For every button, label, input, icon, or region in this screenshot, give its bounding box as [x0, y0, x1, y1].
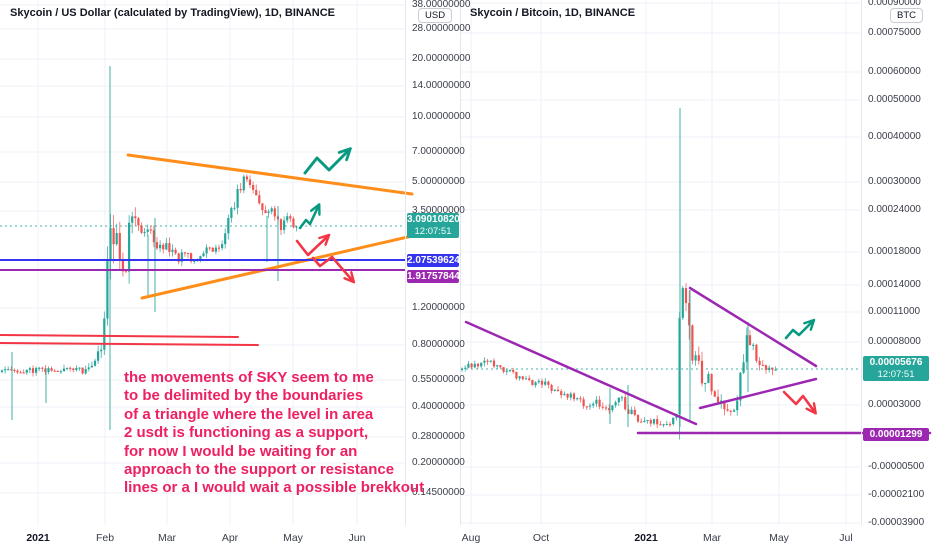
right-chart-pane[interactable] [461, 0, 860, 525]
y-axis-tick: 38.00000000 [412, 0, 471, 10]
y-axis-tick: 0.00011000 [868, 306, 921, 317]
current-price-label: 0.00005676 12:07:51 [863, 356, 929, 381]
y-axis-tick: 0.00090000 [868, 0, 921, 8]
y-axis-tick: 28.00000000 [412, 23, 471, 34]
y-axis-tick: -0.00002100 [868, 489, 925, 500]
annotation-line: to be delimited by the boundaries [124, 387, 364, 405]
left-chart-title: Skycoin / US Dollar (calculated by Tradi… [10, 7, 335, 19]
x-axis-tick: Jun [348, 532, 366, 544]
breakout-up-scenario-arrow[interactable] [303, 151, 348, 175]
grid-lines [0, 0, 405, 525]
annotation-line: for now I would be waiting for an [124, 442, 358, 460]
y-axis-tick: 1.20000000 [412, 302, 465, 313]
candles-series [0, 66, 298, 430]
y-axis-tick: -0.00003900 [868, 517, 925, 528]
red-resistance-line-lower[interactable] [0, 342, 259, 346]
y-axis-tick: 0.00075000 [868, 27, 921, 38]
annotation-line: of a triangle where the level in area [124, 405, 374, 423]
grid-lines [461, 0, 860, 525]
y-axis-tick: 0.00018000 [868, 246, 921, 257]
y-axis-tick: 0.00014000 [868, 279, 921, 290]
candles-series [460, 108, 777, 440]
triangle-resistance-line[interactable] [126, 153, 414, 196]
triangle-support-line[interactable] [140, 234, 414, 300]
x-axis-tick: Aug [461, 532, 481, 544]
right-axis-border [861, 0, 862, 550]
x-axis-tick: Oct [532, 532, 550, 544]
pullback-up-arrow[interactable] [295, 237, 327, 257]
currency-unit-badge-usd[interactable]: USD [418, 8, 453, 23]
time-axis[interactable]: 2021 Feb Mar Apr May Jun Aug Oct 2021 Mar May Jul [0, 525, 932, 550]
level-price-label: 0.00001299 [863, 428, 929, 441]
y-axis-tick: 0.00060000 [868, 66, 921, 77]
red-resistance-line-upper[interactable] [0, 334, 239, 338]
downtrend-line[interactable] [464, 320, 698, 426]
y-axis-tick: 0.55000000 [412, 374, 465, 385]
y-axis-tick: 0.00024000 [868, 204, 921, 215]
y-axis-tick: 14.00000000 [412, 80, 471, 91]
breakdown-scenario-arrow[interactable] [311, 255, 352, 280]
annotation-line: approach to the support or resistance [124, 461, 395, 479]
annotation-line: lines or a I would wait a possible brekk… [124, 479, 425, 497]
breakdown-scenario-arrow[interactable] [782, 390, 814, 411]
left-axis-border [405, 0, 406, 550]
x-axis-tick: Mar [157, 532, 177, 544]
left-price-axis[interactable]: USD 38.00000000 28.00000000 20.00000000 14.… [406, 0, 470, 550]
pane-divider [460, 0, 461, 550]
y-axis-tick: 0.00008000 [868, 336, 921, 347]
right-price-axis[interactable]: BTC 0.00090000 0.00075000 0.00060000 0.0005… [862, 0, 931, 550]
y-axis-tick: 0.00040000 [868, 131, 921, 142]
level-price-label: 1.91757844 [407, 270, 460, 283]
x-axis-tick: May [283, 532, 303, 544]
x-axis-tick: Jul [839, 532, 853, 544]
y-axis-tick: 0.80000000 [412, 339, 465, 350]
triangle-upper-line[interactable] [688, 286, 818, 368]
x-axis-tick: Apr [221, 532, 239, 544]
x-axis-tick: 2021 [26, 532, 50, 544]
annotation-note[interactable]: the movements of SKY seem to me to be del… [124, 369, 424, 498]
y-axis-tick: 7.00000000 [412, 146, 465, 157]
x-axis-tick: May [769, 532, 789, 544]
y-axis-tick: 0.00003000 [868, 399, 921, 410]
current-price-label: 3.09010820 12:07:51 [407, 213, 460, 238]
bounce-up-arrow[interactable] [298, 207, 318, 230]
y-axis-tick: 5.00000000 [412, 176, 465, 187]
y-axis-tick: -0.00000500 [868, 461, 925, 472]
triangle-lower-line[interactable] [698, 377, 818, 410]
y-axis-tick: 0.14500000 [412, 487, 465, 498]
right-chart-title: Skycoin / Bitcoin, 1D, BINANCE [470, 7, 636, 19]
y-axis-tick: 0.00050000 [868, 94, 921, 105]
y-axis-tick: 0.40000000 [412, 401, 465, 412]
annotation-line: 2 usdt is functioning as a support, [124, 424, 369, 442]
breakout-up-scenario-arrow[interactable] [784, 322, 812, 340]
y-axis-tick: 0.00030000 [868, 176, 921, 187]
x-axis-tick: Mar [702, 532, 722, 544]
annotation-line: the movements of SKY seem to me [124, 369, 374, 386]
y-axis-tick: 0.20000000 [412, 457, 465, 468]
y-axis-tick: 3.50000000 [412, 205, 465, 216]
level-price-label: 2.07539624 [407, 254, 460, 267]
y-axis-tick: 0.28000000 [412, 431, 465, 442]
currency-unit-badge-btc[interactable]: BTC [890, 8, 923, 23]
x-axis-tick: Feb [95, 532, 115, 544]
y-axis-tick: 20.00000000 [412, 53, 471, 64]
y-axis-tick: 10.00000000 [412, 111, 471, 122]
x-axis-tick: 2021 [634, 532, 658, 544]
